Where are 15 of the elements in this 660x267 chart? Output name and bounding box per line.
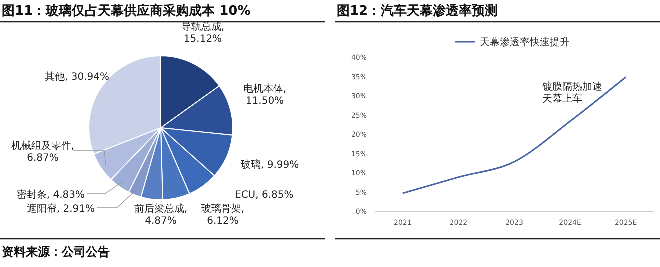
chart-title: 图11：玻璃仅占天幕供应商采购成本 10% <box>2 3 251 19</box>
slice-label: 玻璃骨架, 6.12% <box>201 203 245 227</box>
slice-label: 其他, 30.94% <box>45 71 110 83</box>
slice-label: 密封条, 4.83% <box>16 189 85 201</box>
slice-label: 前后梁总成, 4.87% <box>134 203 188 227</box>
annotation: 镀膜隔热加速天幕上车 <box>541 81 602 105</box>
text: 资料来源：公司公告 <box>2 245 110 259</box>
chart-title: 图12：汽车天幕渗透率预测 <box>337 3 498 19</box>
slice-label: ECU, 6.85% <box>235 190 294 201</box>
slice-label: 电机本体, 11.50% <box>243 83 287 107</box>
slice-label: 玻璃, 9.99% <box>241 159 300 171</box>
slice-label: 遮阳帘, 2.91% <box>26 203 95 215</box>
slice-label: 机械组及零件, 6.87% <box>11 140 75 164</box>
line-series <box>402 76 627 194</box>
legend-label: 天幕渗透率快速提升 <box>480 36 570 48</box>
